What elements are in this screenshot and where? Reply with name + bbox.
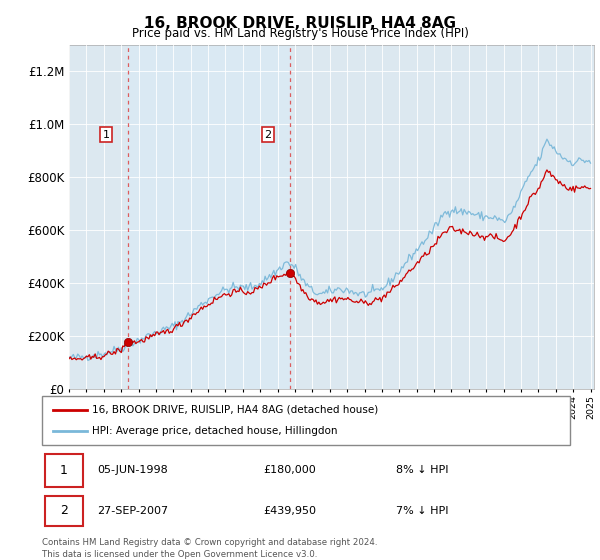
Text: HPI: Average price, detached house, Hillingdon: HPI: Average price, detached house, Hill… [92,426,338,436]
Text: 16, BROOK DRIVE, RUISLIP, HA4 8AG: 16, BROOK DRIVE, RUISLIP, HA4 8AG [144,16,456,31]
Text: 7% ↓ HPI: 7% ↓ HPI [396,506,448,516]
Text: Contains HM Land Registry data © Crown copyright and database right 2024.
This d: Contains HM Land Registry data © Crown c… [42,538,377,559]
Text: Price paid vs. HM Land Registry's House Price Index (HPI): Price paid vs. HM Land Registry's House … [131,27,469,40]
Bar [44,496,83,525]
Text: 1: 1 [103,129,109,139]
Text: 27-SEP-2007: 27-SEP-2007 [97,506,169,516]
Bar [128,45,290,389]
Text: 8% ↓ HPI: 8% ↓ HPI [396,465,448,475]
Text: 16, BROOK DRIVE, RUISLIP, HA4 8AG (detached house): 16, BROOK DRIVE, RUISLIP, HA4 8AG (detac… [92,405,379,415]
Text: £439,950: £439,950 [264,506,317,516]
Text: 05-JUN-1998: 05-JUN-1998 [97,465,168,475]
Text: 2: 2 [60,504,68,517]
Text: 2: 2 [265,129,272,139]
Text: £180,000: £180,000 [264,465,317,475]
Bar [44,454,83,487]
Text: 1: 1 [60,464,68,477]
